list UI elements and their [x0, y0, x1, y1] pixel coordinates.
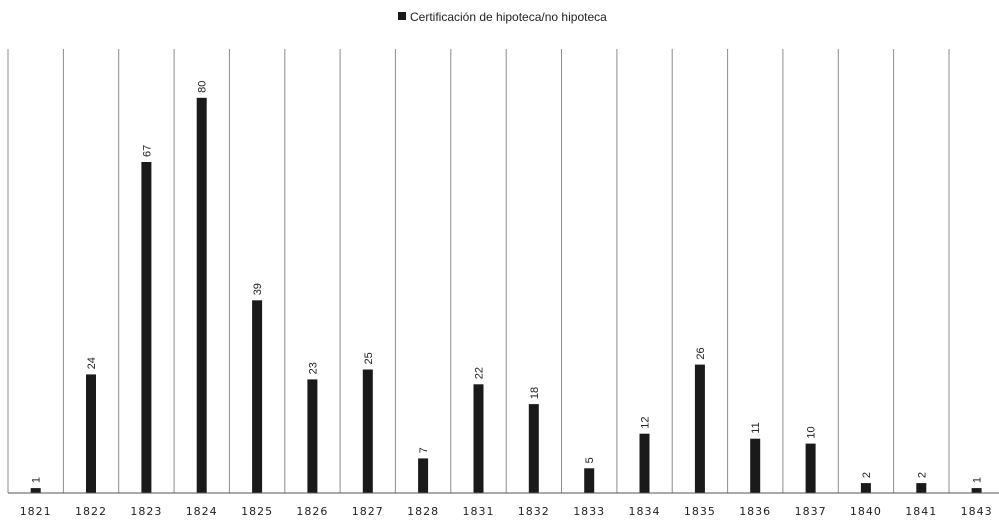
legend-label: Certificación de hipoteca/no hipoteca [410, 10, 607, 24]
bar-1825 [252, 300, 263, 493]
bar-1832 [528, 404, 539, 493]
x-tick-label-1840: 1840 [850, 505, 882, 518]
x-tick-label-1831: 1831 [463, 505, 495, 518]
bar-1841 [916, 483, 927, 493]
data-label-1831: 22 [474, 367, 486, 379]
data-label-1826: 23 [307, 362, 319, 374]
x-tick-label-1823: 1823 [130, 505, 162, 518]
data-label-1828: 7 [418, 447, 430, 453]
x-tick-label-1834: 1834 [629, 505, 661, 518]
data-label-1837: 10 [806, 426, 818, 438]
x-tick-label-1832: 1832 [518, 505, 550, 518]
data-label-1835: 26 [695, 347, 707, 359]
x-tick-label-1822: 1822 [75, 505, 107, 518]
legend: Certificación de hipoteca/no hipoteca [398, 10, 607, 24]
bar-1824 [196, 97, 207, 494]
x-tick-label-1836: 1836 [739, 505, 771, 518]
bar-1821 [30, 488, 41, 493]
x-tick-labels: 1821 1822 1823 1824 1825 1826 1827 1828 1831 1832… [20, 505, 993, 518]
data-label-1832: 18 [529, 387, 541, 399]
x-tick-label-1843: 1843 [961, 505, 993, 518]
data-label-1843: 1 [972, 477, 984, 483]
bars [30, 97, 982, 494]
x-tick-label-1837: 1837 [795, 505, 827, 518]
x-tick-label-1824: 1824 [186, 505, 218, 518]
bar-1828 [418, 458, 429, 493]
x-tick-label-1833: 1833 [573, 505, 605, 518]
bar-1823 [141, 162, 152, 493]
grid-lines [7, 49, 950, 493]
data-label-1825: 39 [252, 283, 264, 295]
bar-1833 [584, 468, 595, 493]
data-label-1821: 1 [31, 477, 43, 483]
data-label-1823: 67 [141, 145, 153, 157]
bar-1822 [86, 374, 96, 493]
data-label-1824: 80 [197, 81, 209, 93]
data-label-1836: 11 [750, 422, 762, 433]
bar-1835 [694, 364, 705, 493]
x-tick-label-1828: 1828 [407, 505, 439, 518]
x-tick-label-1835: 1835 [684, 505, 716, 518]
data-label-1827: 25 [363, 352, 375, 364]
bar-1840 [860, 483, 871, 493]
data-label-1840: 2 [861, 472, 873, 478]
x-tick-label-1825: 1825 [241, 505, 273, 518]
data-label-1833: 5 [584, 457, 596, 463]
data-label-1822: 24 [86, 357, 98, 369]
bar-1831 [473, 384, 484, 493]
bar-1836 [750, 438, 761, 493]
bar-1826 [307, 379, 318, 493]
x-tick-label-1827: 1827 [352, 505, 384, 518]
data-label-1841: 2 [916, 472, 928, 478]
bar-1837 [805, 443, 816, 493]
bar-1834 [639, 433, 650, 493]
bar-1827 [362, 369, 373, 493]
x-tick-label-1821: 1821 [20, 505, 52, 518]
data-label-1834: 12 [640, 416, 652, 428]
legend-swatch [398, 12, 406, 20]
x-tick-label-1841: 1841 [905, 505, 937, 518]
bar-1843 [971, 488, 982, 493]
x-tick-label-1826: 1826 [296, 505, 328, 518]
